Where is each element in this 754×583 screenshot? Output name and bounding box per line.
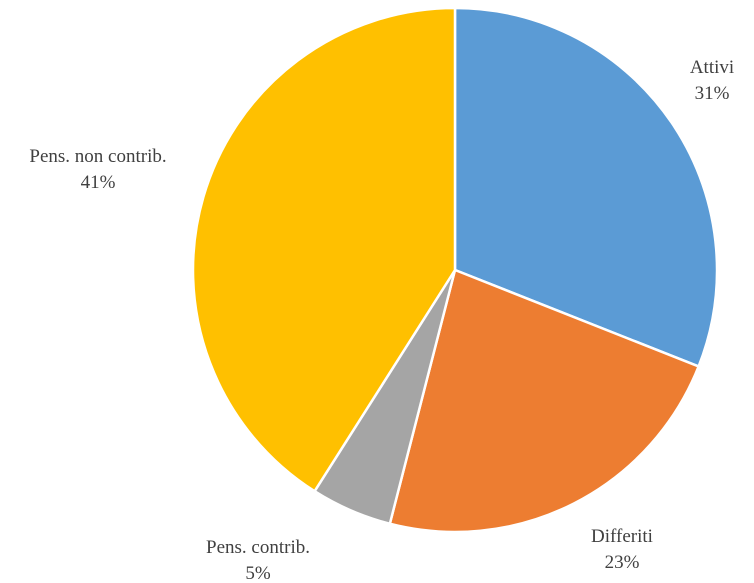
slices-layer — [191, 6, 719, 534]
slice-name-label-attivi: Attivi — [690, 57, 734, 78]
slice-percent-label-attivi: 31% — [695, 83, 730, 104]
pie-slice-attivi — [453, 6, 719, 368]
slice-name-label-pens-contrib: Pens. contrib. — [206, 537, 310, 558]
slice-percent-label-differiti: 23% — [605, 552, 640, 573]
labels-layer: Attivi 31% Differiti 23% Pens. contrib. 5% Pen… — [29, 57, 734, 583]
pie-slice-differiti — [388, 268, 700, 534]
pie-slice-pens-non-contrib — [191, 6, 457, 493]
slice-percent-label-pens-contrib: 5% — [245, 563, 271, 583]
slice-percent-label-pens-non-contrib: 41% — [81, 172, 116, 193]
slice-name-label-differiti: Differiti — [591, 526, 653, 547]
slice-name-label-pens-non-contrib: Pens. non contrib. — [29, 146, 166, 167]
